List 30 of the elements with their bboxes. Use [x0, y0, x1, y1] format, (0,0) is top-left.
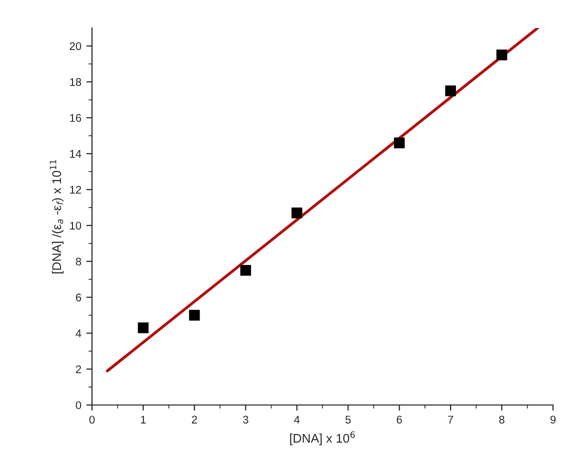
point: [496, 50, 508, 60]
x-tick-label: 0: [89, 416, 95, 424]
y-tick-label: 18: [70, 78, 82, 86]
x-tick-label: 7: [448, 416, 454, 424]
y-tick-label: 6: [76, 294, 82, 302]
y-tick-label: 20: [70, 42, 82, 50]
y-tick-label: 4: [76, 330, 82, 338]
point: [445, 85, 456, 96]
x-axis-title: [DNA] x 10$^{6}$: [290, 431, 355, 446]
y-tick-label: 12: [70, 186, 82, 194]
y-tick-label: 10: [70, 222, 82, 230]
y-tick-label: 2: [76, 365, 82, 374]
point: [292, 208, 302, 218]
x-tick-label: 4: [294, 416, 300, 424]
x-tick-label: 2: [192, 416, 197, 424]
x-tick-label: 9: [550, 416, 556, 424]
y-tick-label: 8: [76, 258, 82, 266]
point: [138, 322, 149, 334]
x-tick-label: 8: [499, 416, 504, 424]
x-tick-label: 3: [243, 416, 248, 424]
x-tick-label: 1: [140, 416, 146, 424]
y-tick-label: 14: [70, 150, 82, 158]
y-axis-title: [DNA] /(ε$_{a}$ -ε$_{f}$) x 10$^{11}$: [50, 160, 64, 274]
point: [240, 264, 252, 276]
x-tick-label: 5: [345, 416, 351, 424]
point: [189, 310, 200, 321]
y-tick-label: 0: [76, 401, 82, 410]
y-tick-label: 16: [70, 114, 82, 122]
x-tick-label: 6: [396, 416, 402, 424]
point: [394, 138, 405, 148]
